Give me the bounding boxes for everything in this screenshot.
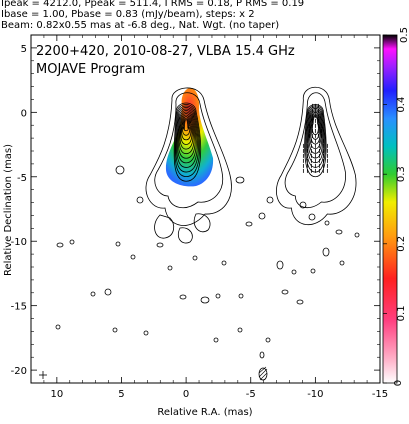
noise-contour — [156, 242, 164, 248]
header-line-1: Ipeak = 4212.0, Ppeak = 511.4, I RMS = 0… — [1, 0, 305, 9]
y-tick-label: -15 — [11, 302, 27, 313]
noise-contour — [221, 260, 227, 266]
noise-contour — [213, 337, 219, 343]
intensity-contour — [178, 111, 195, 155]
noise-contour — [90, 291, 96, 297]
noise-contour — [143, 330, 149, 336]
y-axis-label: Relative Declination (mas) — [3, 144, 14, 276]
noise-contour — [276, 260, 284, 270]
plot-frame — [30, 34, 381, 384]
noise-contour — [115, 241, 121, 247]
plot-title-line-1: 2200+420, 2010-08-27, VLBA 15.4 GHz — [36, 44, 295, 59]
x-tick-label: -10 — [307, 389, 323, 400]
header-line-2: Ibase = 1.00, Pbase = 0.83 (mJy/beam), s… — [1, 9, 255, 20]
colorbar-tick-label: 0.1 — [396, 305, 407, 321]
noise-contour — [238, 293, 244, 299]
colorbar-tick-label: 0.4 — [396, 97, 407, 113]
noise-contour — [258, 212, 266, 220]
intensity-contour — [177, 108, 197, 164]
noise-contour — [299, 201, 307, 209]
noise-contour — [179, 294, 187, 300]
beam-ellipse — [258, 366, 268, 381]
noise-contour — [281, 289, 289, 295]
intensity-contour-outer — [154, 214, 175, 239]
colorbar-tick-label: 0.2 — [396, 236, 407, 252]
noise-contour — [235, 176, 245, 184]
noise-contour — [215, 293, 221, 299]
x-tick-label: -15 — [372, 389, 388, 400]
noise-contour — [339, 260, 345, 266]
colorbar — [382, 34, 398, 384]
noise-contour — [259, 351, 265, 359]
noise-contour — [324, 220, 330, 226]
noise-contour — [104, 288, 112, 296]
plot-title-line-2: MOJAVE Program — [36, 62, 145, 77]
noise-contour — [310, 268, 316, 274]
x-tick-label: -5 — [246, 389, 256, 400]
noise-contour — [112, 327, 118, 333]
polarization-contour-inner — [310, 113, 321, 145]
polarization-contour — [276, 86, 357, 225]
intensity-contour — [173, 102, 202, 182]
noise-contour — [167, 265, 173, 271]
beam-cross — [39, 371, 47, 379]
noise-contour — [265, 337, 271, 343]
noise-contour — [335, 229, 343, 235]
colorbar-tick-label: 0 — [393, 380, 404, 386]
y-tick-label: -20 — [11, 366, 27, 377]
polarization-contour-inner — [305, 105, 326, 173]
noise-contour — [296, 299, 304, 305]
noise-contour — [192, 255, 198, 261]
intensity-contour — [182, 119, 190, 132]
polarization-panel — [276, 86, 357, 225]
noise-contour — [354, 232, 360, 238]
intensity-contour — [174, 104, 200, 178]
intensity-contour — [179, 113, 194, 150]
polarization-contour-inner — [304, 104, 327, 178]
x-tick-label: 10 — [50, 389, 63, 400]
noise-contour — [322, 247, 330, 257]
colorbar-tick-label: 0.5 — [399, 27, 409, 43]
intensity-contour — [177, 110, 196, 159]
y-tick-label: -5 — [17, 173, 27, 184]
polarization-contour-inner — [306, 108, 324, 164]
noise-contour — [130, 254, 136, 260]
noise-contour — [266, 196, 274, 204]
y-tick-label: -10 — [11, 237, 27, 248]
noise-contour — [291, 269, 297, 275]
colorbar-tick-label: 0.3 — [396, 166, 407, 182]
noise-contour — [55, 324, 61, 330]
x-tick-label: 0 — [183, 389, 189, 400]
x-axis-label: Relative R.A. (mas) — [157, 407, 252, 418]
noise-contour — [308, 213, 316, 221]
noise-contour — [136, 196, 144, 204]
intensity-panel — [145, 87, 232, 244]
polarization-contour — [284, 92, 346, 209]
noise-contour — [237, 327, 243, 333]
header-line-3: Beam: 0.82x0.55 mas at -6.8 deg., Nat. W… — [1, 20, 280, 31]
intensity-contour-outer — [145, 87, 232, 226]
y-tick-label: 5 — [21, 44, 27, 55]
intensity-contour-outer — [154, 92, 224, 209]
intensity-contour — [182, 117, 191, 136]
intensity-contour — [176, 107, 198, 168]
intensity-contour — [175, 105, 199, 173]
intensity-contour — [180, 114, 193, 145]
intensity-contour — [181, 116, 192, 141]
noise-contour — [69, 239, 75, 245]
noise-contour — [245, 221, 253, 227]
noise-contour — [56, 242, 64, 248]
y-tick-label: 0 — [21, 108, 27, 119]
noise-contour — [200, 296, 210, 304]
x-tick-label: 5 — [118, 389, 124, 400]
intensity-contour-outer — [193, 213, 211, 233]
noise-contour — [115, 165, 125, 175]
intensity-contour-outer — [177, 227, 193, 244]
